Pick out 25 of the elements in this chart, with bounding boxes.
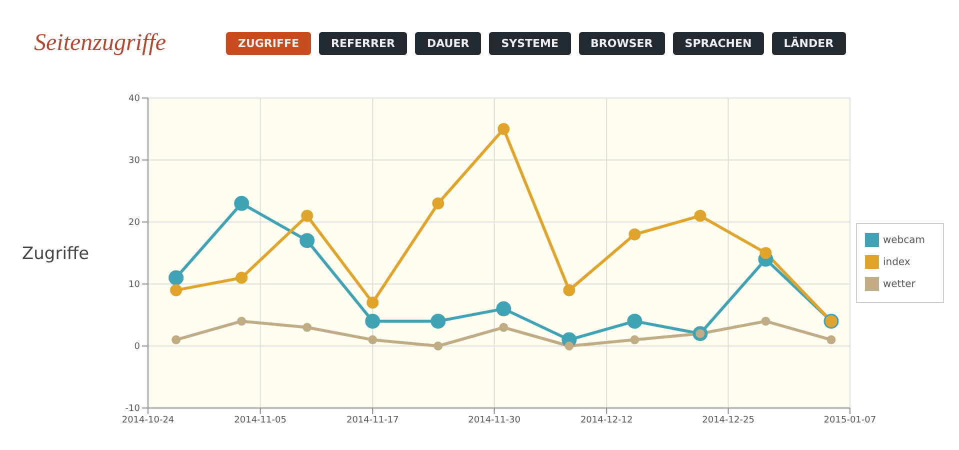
nav-button: DAUER (414, 32, 482, 55)
y-tick-label: 20 (128, 218, 140, 228)
y-tick-label: 10 (128, 280, 140, 290)
x-tick-label: 2014-11-17 (346, 415, 399, 426)
y-tick-label: 40 (128, 94, 140, 104)
x-tick-label: 2014-11-05 (234, 415, 286, 426)
legend-label: wetter (882, 279, 916, 290)
x-tick-label: 2015-01-07 (824, 415, 876, 426)
chart-title: Seitenzugriffe (34, 30, 166, 57)
nav-button: SPRACHEN (672, 32, 764, 55)
x-tick-label: 2014-12-12 (580, 415, 633, 426)
y-tick-label: 30 (128, 156, 140, 166)
nav-button: BROWSER (578, 32, 665, 55)
nav-button: LÄNDER (772, 32, 846, 55)
nav-button: SYSTEME (489, 32, 571, 55)
legend-label: index (882, 257, 910, 268)
nav-button: REFERRER (319, 32, 407, 55)
legend-label: webcam (882, 235, 925, 246)
y-axis-title: Zugriffe (22, 244, 90, 264)
x-tick-label: 2014-10-24 (122, 415, 174, 426)
x-tick-label: 2014-12-25 (702, 415, 754, 426)
y-tick-label: -10 (125, 404, 140, 414)
nav-button: ZUGRIFFE (226, 32, 312, 55)
x-tick-label: 2014-11-30 (468, 415, 521, 426)
y-tick-label: 0 (134, 342, 140, 352)
